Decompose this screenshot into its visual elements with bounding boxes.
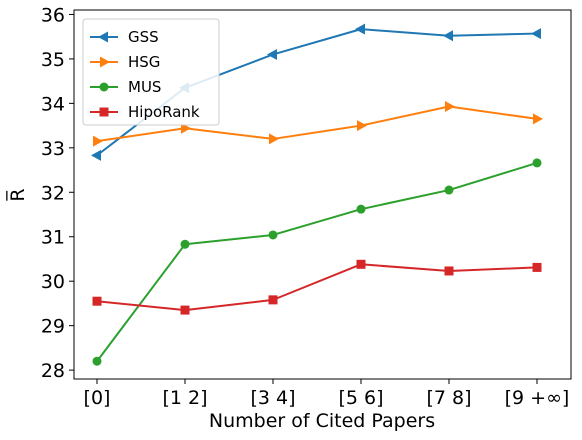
data-point [356, 204, 366, 214]
legend-box [82, 18, 220, 126]
series-layer [91, 23, 543, 366]
x-tick-label: [5 6] [338, 387, 383, 409]
x-tick-label: [0] [84, 387, 111, 409]
y-tick-label: 36 [41, 4, 65, 26]
y-tick-label: 35 [41, 49, 65, 71]
legend-item-hiporank: HipoRank [90, 103, 200, 121]
x-tick-label: [7 8] [426, 387, 471, 409]
series-line [96, 263, 538, 312]
legend-label: HipoRank [128, 103, 200, 121]
data-point [444, 266, 454, 276]
data-point [443, 30, 453, 42]
series-line [96, 105, 538, 143]
legend-item-mus: MUS [90, 78, 161, 96]
data-point [532, 158, 542, 168]
y-tick-label: 33 [41, 138, 65, 160]
data-point [356, 259, 366, 269]
data-point [92, 296, 102, 306]
legend-item-hsg: HSG [90, 53, 160, 71]
data-point [357, 120, 367, 132]
data-point [268, 295, 278, 305]
data-point [268, 230, 278, 240]
y-tick-label: 28 [41, 360, 65, 382]
data-point [180, 239, 190, 249]
legend-label: MUS [128, 78, 161, 96]
y-axis-label: R̅ [5, 188, 29, 201]
y-tick-label: 29 [41, 316, 65, 338]
legend-marker [99, 107, 109, 117]
data-point [532, 262, 542, 272]
legend: GSS HSG MUS HipoRank [82, 18, 220, 126]
legend-marker [98, 31, 108, 43]
data-point [269, 133, 279, 145]
y-tick-label: 30 [41, 271, 65, 293]
legend-label: HSG [128, 53, 160, 71]
data-point [180, 305, 190, 315]
legend-marker [99, 82, 109, 92]
x-tick-label: [3 4] [250, 387, 295, 409]
series-line [96, 161, 538, 362]
series-hiporank [92, 259, 542, 315]
x-axis-label: Number of Cited Papers [209, 410, 435, 432]
plot-frame [73, 9, 572, 380]
y-axis: 28 29 30 31 32 33 34 35 36 [41, 4, 74, 382]
data-point [92, 356, 102, 366]
data-point [267, 48, 277, 60]
legend-item-gss: GSS [90, 28, 159, 46]
data-point [444, 185, 454, 195]
y-tick-label: 34 [41, 93, 65, 115]
data-point [355, 23, 365, 35]
series-mus [92, 158, 542, 366]
x-tick-label: [9 +∞] [505, 387, 570, 409]
series-hsg [93, 100, 543, 147]
x-tick-label: [1 2] [162, 387, 207, 409]
legend-label: GSS [128, 28, 159, 46]
legend-marker [100, 56, 110, 68]
data-point [533, 113, 543, 125]
data-point [445, 100, 455, 112]
data-point [93, 135, 103, 147]
data-point [181, 122, 191, 134]
y-tick-label: 32 [41, 182, 65, 204]
y-tick-label: 31 [41, 227, 65, 249]
x-axis: [0] [1 2] [3 4] [5 6] [7 8] [9 +∞] [84, 379, 570, 409]
data-point [91, 149, 101, 161]
data-point [531, 28, 541, 40]
